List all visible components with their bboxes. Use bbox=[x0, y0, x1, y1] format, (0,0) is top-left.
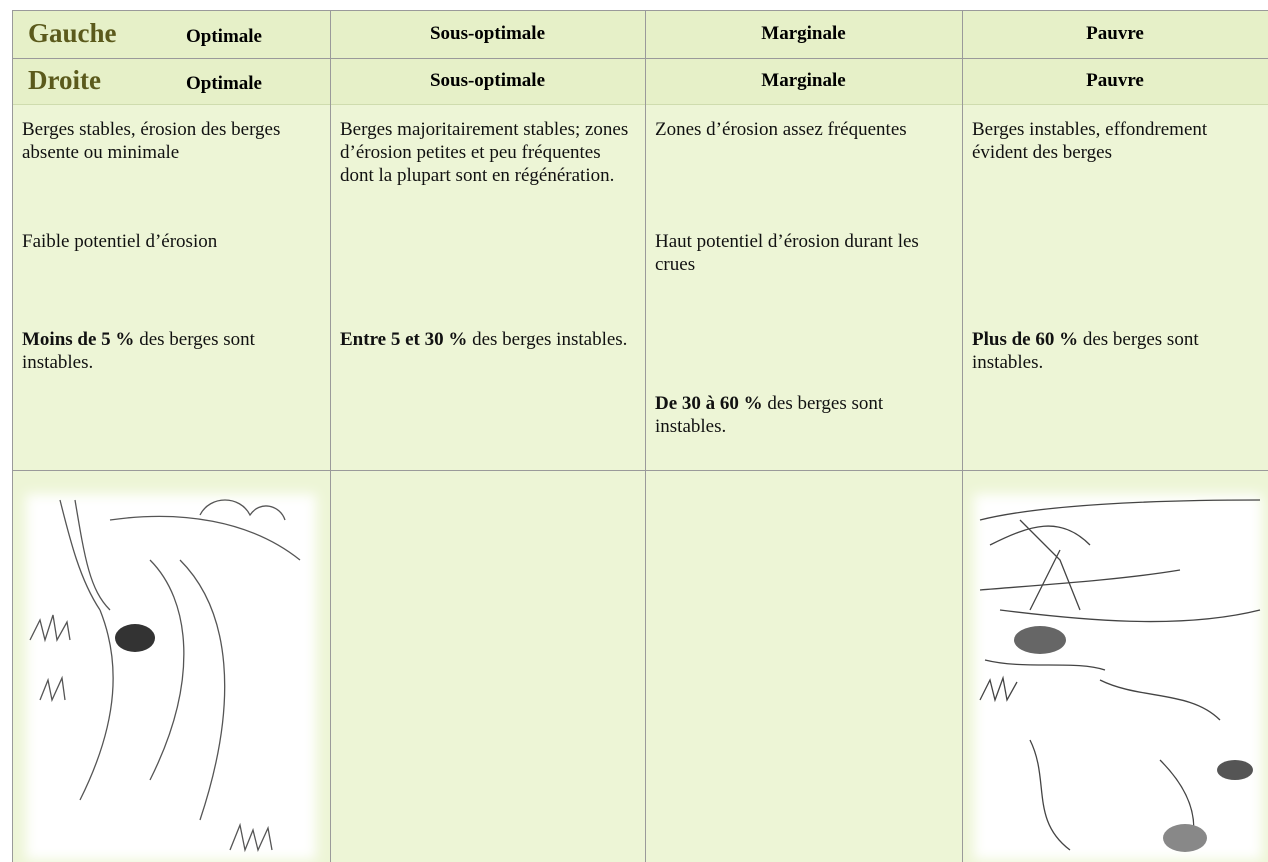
rule bbox=[12, 104, 1268, 105]
rule bbox=[645, 10, 646, 862]
summary-bold: Entre 5 et 30 % bbox=[340, 329, 468, 350]
summary: Entre 5 et 30 % des berges instables. bbox=[340, 328, 635, 351]
rule bbox=[12, 470, 1268, 471]
rule bbox=[12, 10, 13, 862]
header-cell: Sous-optimale bbox=[429, 70, 546, 91]
summary-bold: Moins de 5 % bbox=[22, 329, 135, 350]
description: Haut potentiel d’érosion durant les crue… bbox=[655, 231, 919, 275]
rule bbox=[12, 58, 1268, 59]
rule bbox=[12, 10, 1268, 11]
description: Berges stables, érosion des berges absen… bbox=[22, 119, 281, 163]
summary: Moins de 5 % des berges sont instables. bbox=[22, 328, 320, 374]
rule bbox=[962, 10, 963, 862]
header-cell: Pauvre bbox=[1086, 70, 1144, 91]
header-cell: Marginale bbox=[761, 23, 846, 44]
description: Zones d’érosion assez fréquentes bbox=[655, 119, 907, 140]
summary-text: des berges sont instables. bbox=[22, 329, 255, 373]
summary-text: des berges sont instables. bbox=[972, 329, 1199, 373]
description: Faible potentiel d’érosion bbox=[22, 231, 218, 252]
header-cell: Marginale bbox=[761, 70, 846, 91]
rule bbox=[330, 10, 331, 862]
summary-bold: De 30 à 60 % bbox=[655, 393, 763, 414]
description: Berges majoritairement stables; zones d’… bbox=[340, 119, 629, 186]
side-label: Droite bbox=[28, 65, 101, 95]
header-cell: Optimale bbox=[186, 26, 262, 47]
summary: Plus de 60 % des berges sont instables. bbox=[972, 328, 1258, 374]
summary-bold: Plus de 60 % bbox=[972, 329, 1079, 350]
side-label: Gauche bbox=[28, 18, 117, 48]
header-cell: Pauvre bbox=[1086, 23, 1144, 44]
table-body bbox=[12, 104, 1268, 862]
header-cell: Sous-optimale bbox=[429, 23, 546, 44]
summary: De 30 à 60 % des berges sont instables. bbox=[655, 392, 952, 438]
description: Berges instables, effondrement évident d… bbox=[972, 119, 1208, 163]
summary-text: des berges sont instables. bbox=[655, 393, 884, 437]
header-cell: Optimale bbox=[186, 73, 262, 94]
summary-text: des berges instables. bbox=[467, 329, 628, 350]
header-row bbox=[12, 10, 1268, 58]
header-row bbox=[12, 58, 1268, 104]
